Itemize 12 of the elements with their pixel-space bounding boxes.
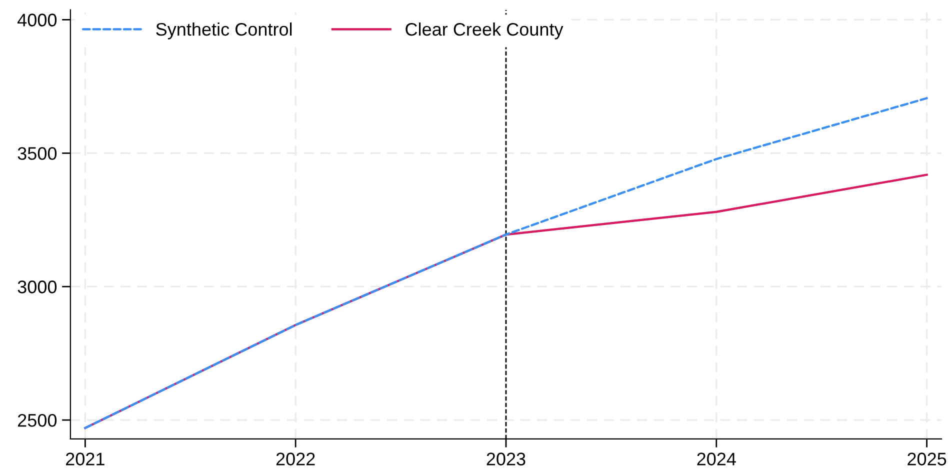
x-tick-label: 2024 [697, 452, 736, 466]
x-tick-label: 2021 [66, 452, 104, 466]
y-tick-label: 4000 [18, 14, 57, 26]
x-tick-label: 2025 [908, 452, 946, 466]
x-tick-label: 2022 [276, 452, 315, 466]
y-tick-label: 2500 [18, 414, 57, 427]
legend-label: Synthetic Control [156, 22, 292, 40]
line-series [84, 97, 928, 430]
x-tick-label: 2023 [486, 452, 526, 466]
legend-label: Clear Creek County [406, 22, 564, 40]
y-tick-label: 3000 [18, 280, 57, 294]
y-tick-label: 3500 [18, 147, 57, 160]
